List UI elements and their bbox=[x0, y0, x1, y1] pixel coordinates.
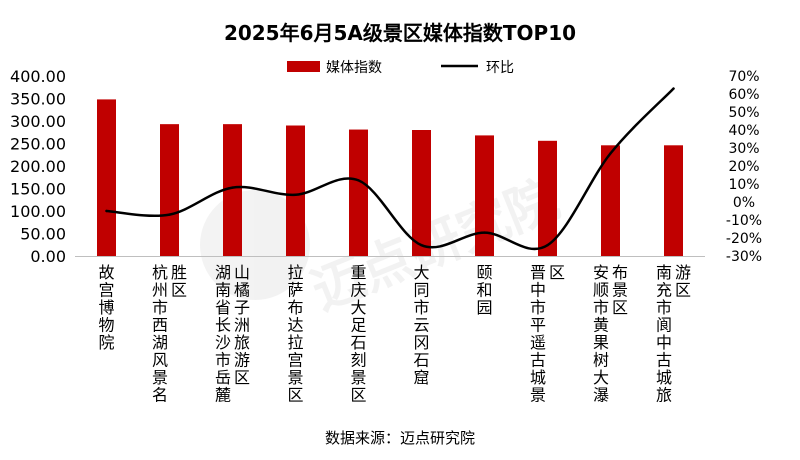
category-label-7: 颐和园 bbox=[476, 263, 492, 317]
bar-3 bbox=[223, 124, 242, 257]
left-axis-tick-label: 350.00 bbox=[10, 90, 66, 109]
line-series-huanbi bbox=[105, 87, 675, 251]
left-axis-tick-label: 300.00 bbox=[10, 112, 66, 131]
bar-4 bbox=[286, 125, 305, 256]
bar-10 bbox=[664, 145, 683, 256]
right-axis-tick-label: -10% bbox=[726, 213, 762, 229]
category-label-10: 南充市阆中古城旅游区 bbox=[656, 263, 691, 405]
left-axis-tick-label: 0.00 bbox=[30, 247, 66, 266]
right-axis-tick-label: 0% bbox=[733, 195, 755, 211]
bar-9 bbox=[601, 145, 620, 256]
right-axis-tick-label: -20% bbox=[726, 231, 762, 247]
left-axis-tick-label: 200.00 bbox=[10, 157, 66, 176]
bar-2 bbox=[160, 124, 179, 257]
category-label-6: 大同市云冈石窟 bbox=[413, 263, 429, 387]
watermark-text: 迈点研究院 bbox=[304, 169, 568, 322]
left-axis-tick-label: 400.00 bbox=[10, 67, 66, 86]
legend-bar-label: 媒体指数 bbox=[326, 60, 382, 76]
bar-6 bbox=[412, 130, 431, 256]
category-label-2: 杭州市西湖风景名胜区 bbox=[152, 263, 187, 405]
source-note: 数据来源：迈点研究院 bbox=[325, 429, 475, 447]
legend: 媒体指数 环比 bbox=[287, 60, 514, 76]
right-axis-tick-label: 20% bbox=[728, 159, 759, 175]
legend-line-label: 环比 bbox=[486, 60, 514, 76]
right-axis-tick-label: 40% bbox=[728, 123, 759, 139]
left-y-axis: 0.00 50.00 100.00 150.00 200.00 250.00 300.00 3… bbox=[10, 67, 66, 266]
right-axis-tick-label: -30% bbox=[726, 249, 762, 265]
right-y-axis: -30% -20% -10% 0% 10% 20% 30% 40% 50% 60% 70% bbox=[726, 69, 762, 265]
bar-1 bbox=[97, 99, 116, 257]
category-label-1: 故宫博物院 bbox=[98, 263, 114, 352]
line-point-5 bbox=[357, 179, 360, 182]
chart-title: 2025年6月5A级景区媒体指数TOP10 bbox=[224, 21, 576, 45]
category-label-4: 拉萨布达拉宫景区 bbox=[287, 263, 303, 405]
line-point-6 bbox=[420, 244, 423, 247]
right-axis-tick-label: 50% bbox=[728, 105, 759, 121]
left-axis-tick-label: 50.00 bbox=[20, 225, 66, 244]
right-axis-tick-label: 10% bbox=[728, 177, 759, 193]
line-point-10 bbox=[672, 87, 675, 90]
left-axis-tick-label: 250.00 bbox=[10, 135, 66, 154]
category-label-3: 湖南省长沙市岳麓山橘子洲旅游区 bbox=[215, 263, 250, 405]
line-point-1 bbox=[105, 209, 108, 213]
category-label-9: 安顺市黄果树大瀑布景区 bbox=[593, 263, 628, 405]
right-axis-tick-label: 30% bbox=[728, 141, 759, 157]
line-point-4 bbox=[294, 193, 297, 196]
line-point-9 bbox=[609, 152, 612, 155]
legend-bar-swatch bbox=[287, 61, 320, 72]
right-axis-tick-label: 60% bbox=[728, 87, 759, 103]
watermark: 迈点研究院 bbox=[200, 169, 567, 322]
bar-series bbox=[97, 99, 683, 257]
line-point-2 bbox=[168, 213, 171, 216]
category-label-5: 重庆大足石刻景区 bbox=[350, 263, 366, 405]
left-axis-tick-label: 100.00 bbox=[10, 202, 66, 221]
line-point-7 bbox=[483, 231, 486, 234]
bar-7 bbox=[475, 135, 494, 256]
left-axis-tick-label: 150.00 bbox=[10, 180, 66, 199]
category-label-8: 晋中市平遥古城景区 bbox=[530, 263, 565, 405]
bar-5 bbox=[349, 129, 368, 256]
right-axis-tick-label: 70% bbox=[728, 69, 759, 85]
line-point-8 bbox=[546, 244, 549, 247]
bar-8 bbox=[538, 140, 557, 256]
line-point-3 bbox=[231, 186, 234, 189]
